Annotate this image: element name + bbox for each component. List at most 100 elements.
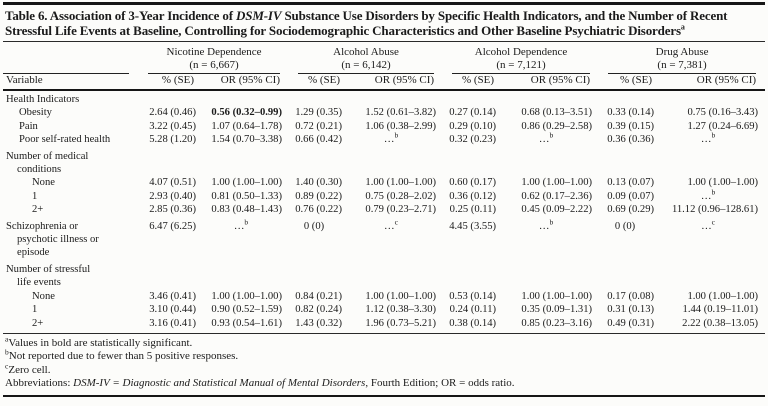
data-cell (139, 260, 203, 290)
data-cell: 0.38 (0.14) (443, 316, 504, 334)
data-cell: 1.96 (0.73–5.21) (349, 316, 444, 334)
row-label: Number of medical conditions (6, 150, 89, 176)
or-header: OR (95% CI) (661, 74, 766, 91)
data-cell (203, 260, 289, 290)
data-cell: 0 (0) (303, 220, 325, 232)
data-cell: …c (701, 217, 716, 232)
table-header: Nicotine Dependence Alcohol Abuse Alcoho… (3, 43, 766, 91)
data-cell: 0.32 (0.23) (449, 134, 497, 146)
row-label: Poor self-rated health (19, 134, 111, 146)
data-cell: 0.35 (0.09–1.31) (521, 304, 593, 316)
se-header: % (SE) (443, 74, 504, 91)
data-cell: …b (233, 217, 249, 232)
data-cell: 0.75 (0.28–2.02) (365, 190, 437, 202)
group-header-nicotine-dependence: Nicotine Dependence (166, 46, 262, 58)
table-title: Table 6. Association of 3-Year Incidence… (3, 5, 765, 41)
data-cell: 0.69 (0.29) (607, 204, 655, 216)
bottom-rule (3, 394, 765, 397)
data-cell: 0.25 (0.11) (449, 204, 497, 216)
title-rule (3, 41, 765, 42)
subheader-row: Variable % (SE) OR (95% CI) % (SE) OR (9… (3, 74, 766, 91)
footnote-abbreviations: Abbreviations: DSM-IV = Diagnostic and S… (5, 377, 515, 390)
data-cell: 1.54 (0.70–3.38) (211, 134, 283, 146)
data-cell (661, 260, 765, 290)
data-cell: …b (538, 217, 554, 232)
table-row: Number of stressful life events (3, 260, 765, 290)
data-cell: …b (383, 130, 399, 146)
row-label: 1 (32, 304, 38, 316)
title-text: Table 6. Association of 3-Year Incidence… (5, 8, 237, 23)
data-cell (289, 90, 349, 106)
variable-column-header: Variable (3, 74, 139, 91)
data-cell: 0.49 (0.31) (599, 316, 662, 334)
row-label: None (32, 177, 55, 189)
footnote-a: aValues in bold are statistically signif… (5, 334, 193, 349)
data-cell (289, 260, 349, 290)
title-footnote-marker: a (680, 22, 685, 32)
table-body: Health Indicators Obesity 2.64 (0.46) 0.56 … (3, 90, 766, 334)
data-cell: 5.28 (1.20) (149, 134, 196, 146)
group-header-alcohol-dependence: Alcohol Dependence (474, 46, 568, 58)
table-row: Health Indicators (3, 90, 765, 106)
data-cell: 3.22 (0.45) (149, 120, 196, 132)
data-cell: 0 (0) (614, 220, 636, 232)
data-cell (443, 147, 503, 177)
table-row: 2+ 3.16 (0.41) 0.93 (0.54–1.61) 1.43 (0.32)… (3, 316, 766, 334)
data-cell (349, 260, 443, 290)
row-label: None (32, 290, 55, 302)
data-cell: 1.06 (0.38–2.99) (365, 120, 437, 132)
data-cell (599, 147, 661, 177)
data-cell: 0.89 (0.22) (295, 190, 343, 202)
data-cell: 3.10 (0.44) (149, 304, 196, 316)
data-cell: 0.29 (0.10) (449, 120, 497, 132)
row-label: Health Indicators (6, 94, 80, 105)
or-header: OR (95% CI) (349, 74, 444, 91)
or-header: OR (95% CI) (203, 74, 290, 91)
group-n-drug-abuse: (n = 7,381) (599, 59, 765, 74)
row-label: Obesity (19, 107, 52, 119)
table-row: None 3.46 (0.41) 1.00 (1.00–1.00) 0.84 (0.2… (3, 290, 765, 303)
row-label: Pain (19, 120, 38, 132)
variable-header-spacer (3, 43, 139, 59)
data-cell: 0.36 (0.36) (607, 134, 655, 146)
data-cell: …b (700, 130, 716, 146)
data-cell (443, 260, 503, 290)
data-cell: 0.83 (0.48–1.43) (211, 204, 283, 216)
data-cell: 2.93 (0.40) (149, 190, 196, 202)
data-cell: 0.33 (0.14) (607, 107, 655, 119)
data-cell (599, 260, 661, 290)
se-header: % (SE) (599, 74, 662, 91)
data-cell: 2.64 (0.46) (149, 107, 196, 119)
row-label: Number of stressful life events (6, 263, 91, 289)
data-cell (203, 90, 289, 106)
data-cell: 1.52 (0.61–3.82) (365, 107, 437, 119)
data-cell: 1.00 (1.00–1.00) (521, 290, 593, 302)
data-cell: 0.24 (0.11) (449, 304, 497, 316)
group-n-alcohol-abuse: (n = 6,142) (289, 59, 443, 74)
data-cell: 0.84 (0.21) (295, 290, 343, 302)
table-row: Pain 3.22 (0.45) 1.07 (0.64–1.78) 0.72 (0.2… (3, 120, 765, 133)
data-cell: 1.07 (0.64–1.78) (211, 120, 283, 132)
title-italic-dsm-iv: DSM-IV (236, 8, 282, 23)
data-cell: 2.22 (0.38–13.05) (661, 316, 766, 334)
data-cell (139, 147, 203, 177)
table-row: Number of medical conditions (3, 147, 765, 177)
data-cell: 1.12 (0.38–3.30) (365, 304, 437, 316)
group-header-drug-abuse: Drug Abuse (655, 46, 709, 58)
group-n-alcohol-dependence: (n = 7,121) (443, 59, 599, 74)
table-row: 1 3.10 (0.44) 0.90 (0.52–1.59) 0.82 (0.24) 1… (3, 303, 765, 316)
data-cell: 1.00 (1.00–1.00) (687, 290, 759, 302)
data-cell: 0.62 (0.17–2.36) (521, 190, 593, 202)
data-cell: 0.85 (0.23–3.16) (503, 316, 600, 334)
group-header-alcohol-abuse: Alcohol Abuse (333, 46, 399, 58)
data-cell: 0.81 (0.50–1.33) (211, 190, 283, 202)
table-row: None 4.07 (0.51) 1.00 (1.00–1.00) 1.40 (0.3… (3, 176, 765, 189)
or-header: OR (95% CI) (503, 74, 600, 91)
data-cell: 0.76 (0.22) (295, 204, 343, 216)
data-cell (203, 147, 289, 177)
data-cell: 1.00 (1.00–1.00) (365, 290, 437, 302)
data-cell: 0.09 (0.07) (607, 190, 655, 202)
data-cell (349, 90, 443, 106)
variable-column-rule (3, 59, 139, 74)
